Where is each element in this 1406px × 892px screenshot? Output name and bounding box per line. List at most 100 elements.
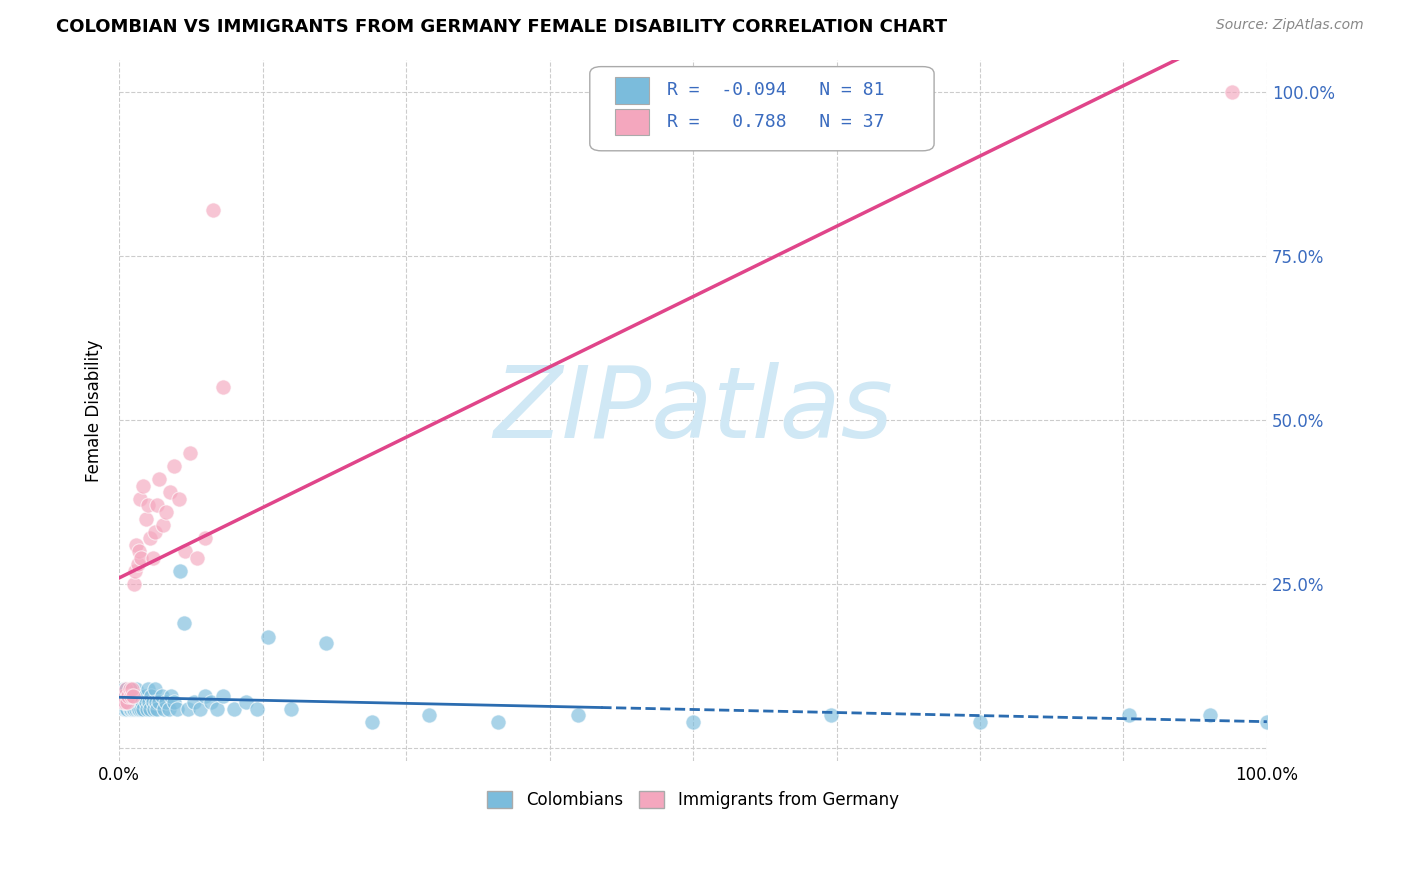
Point xyxy=(120,695,142,709)
Point xyxy=(111,695,134,709)
Point xyxy=(125,538,148,552)
Point xyxy=(155,505,177,519)
Point xyxy=(1222,86,1244,100)
Point xyxy=(205,701,228,715)
Point xyxy=(146,701,169,715)
Point xyxy=(129,491,152,506)
Point xyxy=(128,689,150,703)
Text: R =   0.788   N = 37: R = 0.788 N = 37 xyxy=(666,113,884,131)
Point xyxy=(117,701,139,715)
Point xyxy=(131,695,153,709)
Point xyxy=(132,479,155,493)
Point xyxy=(160,689,183,703)
Point xyxy=(166,701,188,715)
Point xyxy=(567,708,589,723)
Text: COLOMBIAN VS IMMIGRANTS FROM GERMANY FEMALE DISABILITY CORRELATION CHART: COLOMBIAN VS IMMIGRANTS FROM GERMANY FEM… xyxy=(56,18,948,36)
Point xyxy=(141,689,163,703)
Point xyxy=(163,458,186,473)
Point xyxy=(136,681,159,696)
Point xyxy=(150,689,173,703)
Point xyxy=(129,550,152,565)
Point xyxy=(122,701,145,715)
Point xyxy=(169,564,191,578)
Point xyxy=(194,531,217,545)
Point xyxy=(129,689,152,703)
Point xyxy=(682,714,704,729)
Point xyxy=(139,701,162,715)
Point xyxy=(969,714,991,729)
Point xyxy=(127,701,149,715)
Point xyxy=(118,681,141,696)
Point xyxy=(200,695,222,709)
Point xyxy=(122,695,145,709)
Point xyxy=(163,695,186,709)
Point xyxy=(122,701,145,715)
Point xyxy=(117,695,139,709)
Point xyxy=(135,701,157,715)
Point xyxy=(173,544,195,558)
Bar xyxy=(614,109,650,136)
Point xyxy=(121,695,143,709)
Legend: Colombians, Immigrants from Germany: Colombians, Immigrants from Germany xyxy=(481,784,905,816)
Point xyxy=(125,681,148,696)
Point xyxy=(115,701,138,715)
Point xyxy=(1118,708,1140,723)
Point xyxy=(117,689,139,703)
Point xyxy=(129,695,152,709)
Point xyxy=(124,689,146,703)
Point xyxy=(135,511,157,525)
Point xyxy=(211,689,233,703)
Point xyxy=(115,681,138,696)
Point xyxy=(159,485,181,500)
Text: Source: ZipAtlas.com: Source: ZipAtlas.com xyxy=(1216,18,1364,32)
Point xyxy=(1198,708,1220,723)
Point xyxy=(179,446,201,460)
Point xyxy=(148,695,170,709)
Point xyxy=(124,695,146,709)
Point xyxy=(155,695,177,709)
Point xyxy=(122,689,145,703)
Point xyxy=(153,701,176,715)
Point xyxy=(139,531,162,545)
Point xyxy=(124,564,146,578)
Point xyxy=(111,695,134,709)
Text: R =  -0.094   N = 81: R = -0.094 N = 81 xyxy=(666,81,884,100)
Point xyxy=(138,695,160,709)
Point xyxy=(117,695,139,709)
Point xyxy=(117,689,139,703)
Point xyxy=(222,701,245,715)
Point xyxy=(122,577,145,591)
Point xyxy=(194,689,217,703)
Point xyxy=(121,681,143,696)
Point xyxy=(1256,714,1278,729)
Point xyxy=(112,701,135,715)
Point xyxy=(143,524,166,539)
Point xyxy=(135,695,157,709)
Point xyxy=(143,681,166,696)
Point xyxy=(235,695,257,709)
Point xyxy=(211,380,233,394)
Point xyxy=(188,701,211,715)
Point xyxy=(118,681,141,696)
Point xyxy=(127,695,149,709)
Point xyxy=(315,636,337,650)
Point xyxy=(146,499,169,513)
Point xyxy=(128,701,150,715)
Point xyxy=(183,695,205,709)
Point xyxy=(142,695,165,709)
Point xyxy=(128,544,150,558)
Point xyxy=(114,695,136,709)
Point xyxy=(145,695,167,709)
Point xyxy=(117,689,139,703)
Point xyxy=(280,701,302,715)
Point xyxy=(177,701,200,715)
Point xyxy=(360,714,382,729)
Point xyxy=(148,472,170,486)
Point xyxy=(142,701,165,715)
Text: ZIPatlas: ZIPatlas xyxy=(494,362,893,458)
Point xyxy=(142,550,165,565)
Point xyxy=(114,695,136,709)
Point xyxy=(127,558,149,572)
Point xyxy=(820,708,842,723)
Point xyxy=(125,701,148,715)
